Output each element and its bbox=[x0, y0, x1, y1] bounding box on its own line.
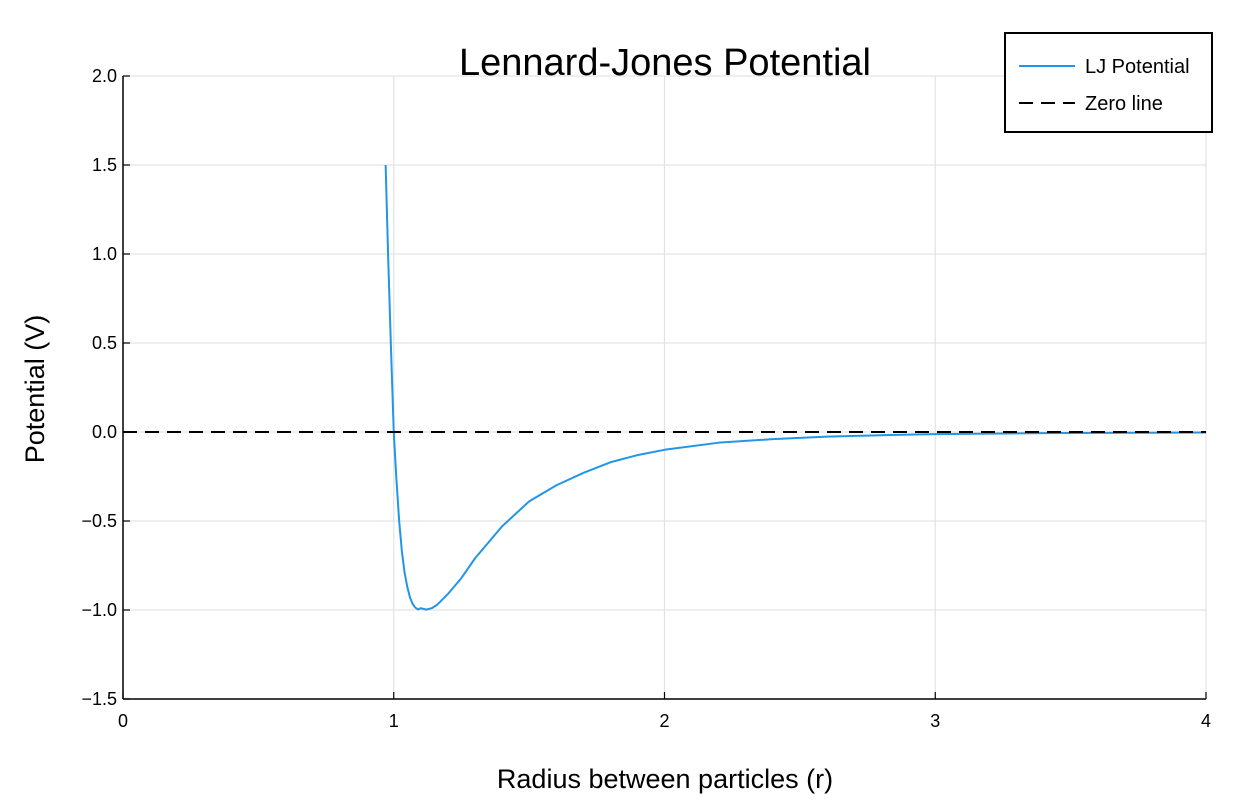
y-tick-label: 1.5 bbox=[92, 155, 117, 175]
y-tick-label: 1.0 bbox=[92, 244, 117, 264]
y-tick-label: −1.5 bbox=[81, 689, 117, 709]
y-tick-label: 0.0 bbox=[92, 422, 117, 442]
ticks-layer: 0 1 2 3 4 −1.5 −1.0 −0.5 0.0 0.5 1.0 1.5 2.0 bbox=[81, 66, 1211, 731]
x-tick-label: 3 bbox=[930, 711, 940, 731]
x-axis-title: Radius between particles (r) bbox=[497, 764, 833, 794]
y-tick-label: 2.0 bbox=[92, 66, 117, 86]
y-tick-label: −0.5 bbox=[81, 511, 117, 531]
chart-title: Lennard-Jones Potential bbox=[459, 42, 871, 84]
legend-label: Zero line bbox=[1085, 93, 1163, 115]
y-axis-title: Potential (V) bbox=[20, 315, 50, 464]
x-tick-label: 2 bbox=[659, 711, 669, 731]
y-tick-label: −1.0 bbox=[81, 600, 117, 620]
legend: LJ Potential Zero line bbox=[1004, 32, 1213, 133]
x-tick-label: 4 bbox=[1201, 711, 1211, 731]
series-layer bbox=[123, 164, 1207, 611]
grid-layer bbox=[123, 75, 1207, 699]
lj-potential-series bbox=[384, 164, 1207, 611]
x-tick-label: 0 bbox=[118, 711, 128, 731]
y-tick-label: 0.5 bbox=[92, 333, 117, 353]
x-tick-label: 1 bbox=[389, 711, 399, 731]
legend-label: LJ Potential bbox=[1085, 56, 1190, 78]
legend-box bbox=[1004, 32, 1213, 133]
